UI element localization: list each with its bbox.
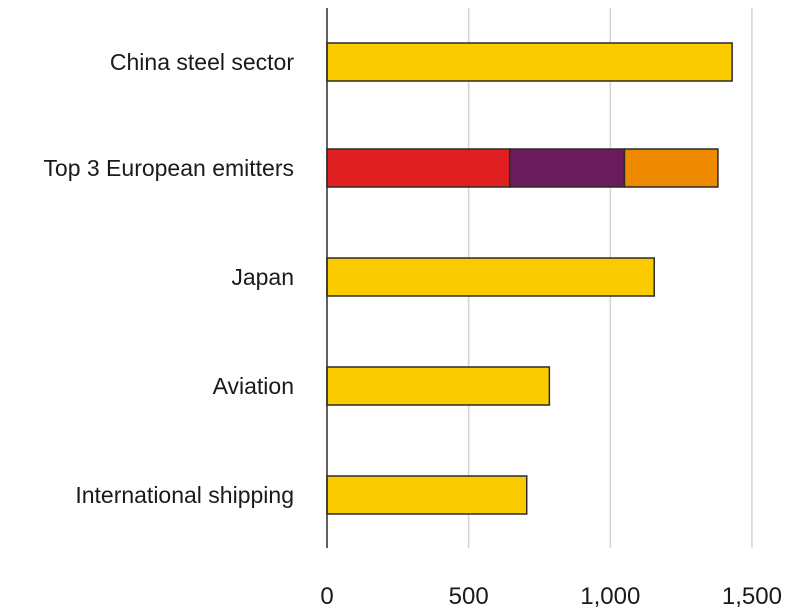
labels: China steel sector Top 3 European emitter… <box>43 49 782 610</box>
bar-0-segment-0 <box>326 42 733 82</box>
bar-2-segment-0 <box>326 257 655 297</box>
category-label-0: China steel sector <box>110 49 294 75</box>
category-label-4: International shipping <box>75 482 294 508</box>
bar-1-segment-1 <box>508 148 626 188</box>
bar-3-segment-0 <box>326 366 551 406</box>
bar-1-segment-2 <box>623 148 719 188</box>
category-label-1: Top 3 European emitters <box>43 155 294 181</box>
x-tick-label-1: 500 <box>449 583 489 610</box>
x-tick-label-0: 0 <box>320 583 333 610</box>
bar-1-segment-0 <box>326 148 511 188</box>
x-tick-label-2: 1,000 <box>580 583 640 610</box>
category-label-3: Aviation <box>213 373 294 399</box>
bars <box>326 42 733 515</box>
category-label-2: Japan <box>231 264 294 290</box>
x-tick-label-3: 1,500 <box>722 583 782 610</box>
bar-4-segment-0 <box>326 475 528 515</box>
